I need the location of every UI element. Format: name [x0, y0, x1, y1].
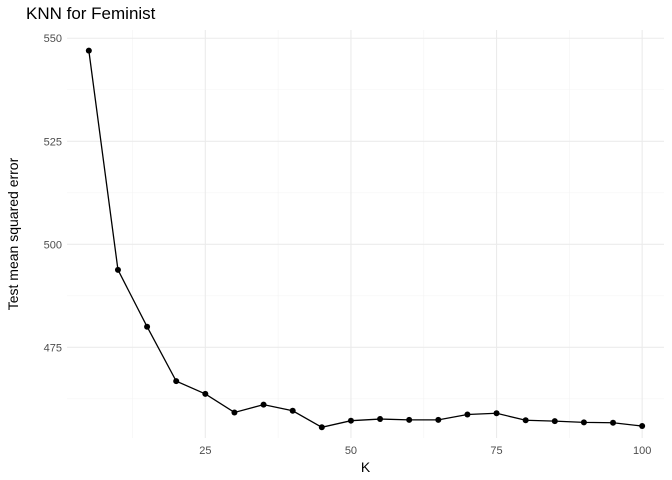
y-tick-label: 475 — [44, 342, 62, 354]
data-point — [260, 401, 267, 408]
data-point — [85, 47, 92, 54]
data-point — [318, 424, 325, 431]
data-point — [464, 411, 471, 418]
x-tick-label: 50 — [345, 445, 357, 457]
data-point — [173, 378, 180, 385]
data-point — [202, 390, 209, 397]
grid — [67, 30, 664, 438]
data-point — [377, 416, 384, 423]
data-point — [347, 417, 354, 424]
data-point — [231, 409, 238, 416]
y-axis-title: Test mean squared error — [5, 157, 21, 310]
tick-labels: 25 50 75 100 475 500 525 550 — [44, 33, 652, 457]
chart-title: KNN for Feminist — [26, 4, 156, 23]
x-tick-label: 100 — [633, 445, 651, 457]
data-point — [435, 416, 442, 423]
data-point — [114, 266, 121, 273]
x-axis-title: K — [361, 459, 371, 475]
data-point — [493, 410, 500, 417]
x-tick-label: 75 — [490, 445, 502, 457]
data-point — [144, 323, 151, 330]
data-point — [551, 418, 558, 425]
data-point — [522, 417, 529, 424]
y-tick-label: 550 — [44, 33, 62, 45]
series-line — [88, 50, 643, 428]
data-point — [639, 423, 646, 430]
data-point — [406, 416, 413, 423]
series — [85, 47, 646, 431]
x-tick-label: 25 — [199, 445, 211, 457]
data-point — [289, 407, 296, 414]
data-point — [610, 419, 617, 426]
y-tick-label: 500 — [44, 239, 62, 251]
data-point — [580, 419, 587, 426]
y-tick-label: 525 — [44, 136, 62, 148]
